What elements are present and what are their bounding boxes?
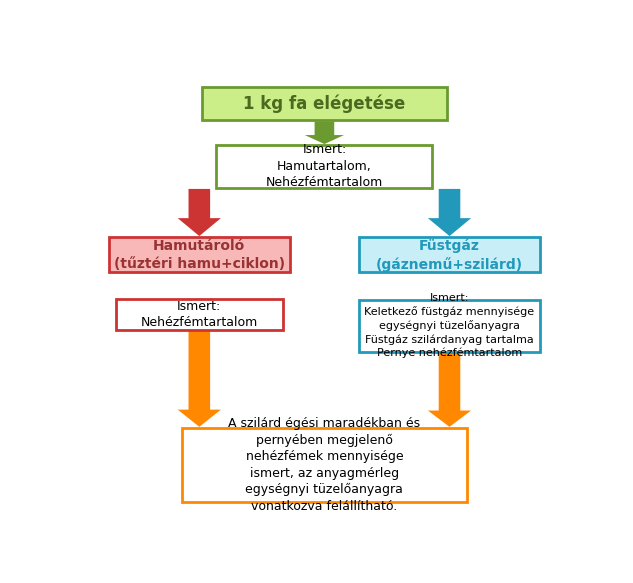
FancyBboxPatch shape	[359, 300, 541, 352]
FancyBboxPatch shape	[359, 237, 541, 272]
Polygon shape	[178, 189, 221, 236]
FancyBboxPatch shape	[116, 299, 283, 331]
Text: Ismert:
Keletkező füstgáz mennyisége
egységnyi tüzelőanyagra
Füstgáz szilárdanya: Ismert: Keletkező füstgáz mennyisége egy…	[365, 293, 535, 359]
Text: A szilárd égési maradékban és
pernyében megjelenő
nehézfémek mennyisége
ismert, : A szilárd égési maradékban és pernyében …	[229, 417, 420, 513]
Polygon shape	[178, 331, 221, 427]
Text: Ismert:
Hamutartalom,
Nehézfémtartalom: Ismert: Hamutartalom, Nehézfémtartalom	[266, 143, 383, 189]
FancyBboxPatch shape	[216, 145, 432, 188]
Polygon shape	[428, 353, 471, 427]
FancyBboxPatch shape	[109, 237, 290, 272]
Text: Hamutároló
(tűztéri hamu+ciklon): Hamutároló (tűztéri hamu+ciklon)	[114, 239, 285, 271]
Text: Füstgáz
(gáznemű+szilárd): Füstgáz (gáznemű+szilárd)	[376, 238, 523, 272]
Polygon shape	[428, 189, 471, 236]
Polygon shape	[305, 122, 344, 144]
FancyBboxPatch shape	[182, 428, 467, 502]
FancyBboxPatch shape	[202, 87, 447, 121]
Text: Ismert:
Nehézfémtartalom: Ismert: Nehézfémtartalom	[141, 300, 258, 329]
Text: 1 kg fa elégetése: 1 kg fa elégetése	[243, 94, 406, 113]
